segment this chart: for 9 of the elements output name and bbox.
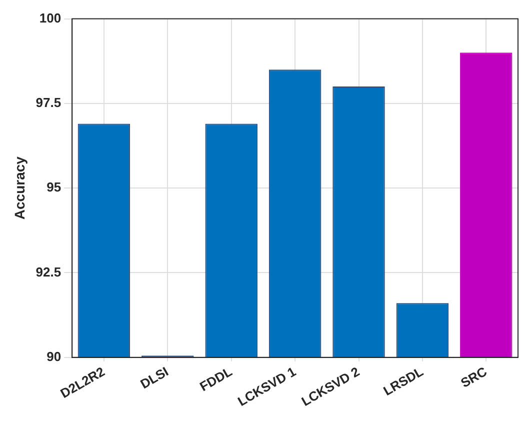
y-axis-title: Accuracy	[11, 156, 28, 220]
y-tick-label: 92.5	[36, 264, 62, 280]
y-tick-label: 90	[46, 348, 62, 364]
y-tick-label: 100	[39, 10, 62, 26]
x-tick-label: DLSI	[138, 364, 171, 392]
y-tick-label: 95	[46, 180, 62, 195]
x-tick-label: SRC	[458, 364, 490, 391]
x-tick-label: FDDL	[197, 364, 235, 394]
y-tick-label: 97.5	[36, 95, 62, 110]
